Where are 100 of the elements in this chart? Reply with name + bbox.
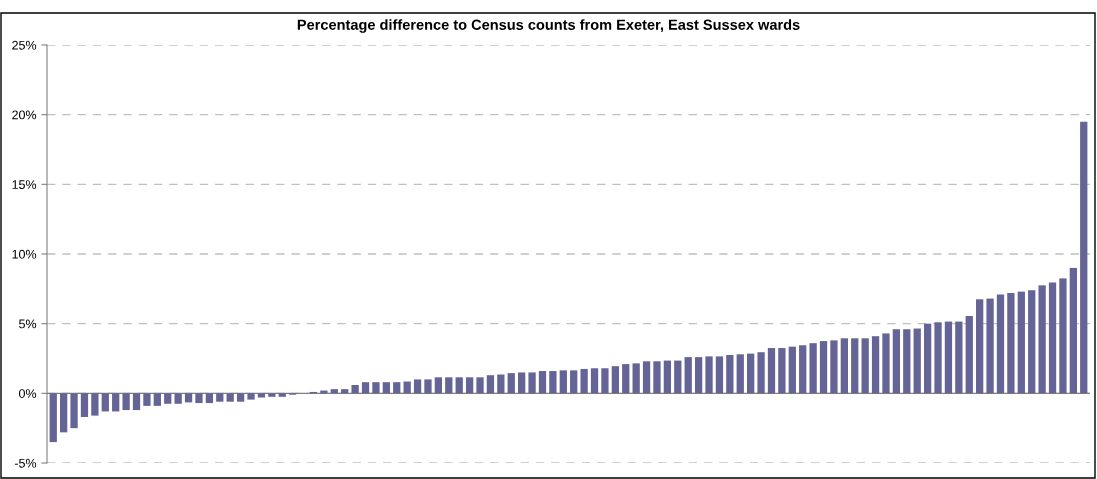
bar <box>70 393 78 429</box>
bar <box>549 371 557 394</box>
y-tick-label: 25% <box>12 40 37 50</box>
bar <box>91 393 99 416</box>
bar <box>663 360 672 394</box>
bar <box>632 363 640 394</box>
bar <box>1038 285 1046 394</box>
bar <box>351 384 359 394</box>
bar <box>413 379 422 394</box>
bar <box>653 361 661 394</box>
bar <box>580 368 588 394</box>
bar <box>455 377 463 394</box>
bar <box>497 374 505 394</box>
bar <box>1017 291 1025 394</box>
bar <box>830 340 838 394</box>
bar <box>80 393 89 418</box>
bar <box>164 393 172 404</box>
bar <box>976 299 984 394</box>
bar <box>382 382 390 394</box>
bar <box>101 393 109 412</box>
bar <box>788 346 796 394</box>
bar <box>882 333 890 394</box>
bar <box>476 377 484 394</box>
bar <box>944 321 953 394</box>
bar <box>424 379 432 394</box>
bar <box>538 371 547 394</box>
bar <box>434 377 443 394</box>
bar <box>996 294 1005 394</box>
bar <box>465 377 474 394</box>
bar <box>174 393 182 404</box>
bar <box>184 393 193 403</box>
bar <box>923 323 932 394</box>
bar <box>486 375 495 394</box>
bar <box>1048 282 1057 394</box>
bar <box>715 356 724 394</box>
bar <box>851 338 859 394</box>
bar <box>694 357 703 394</box>
bar <box>559 370 567 394</box>
bar <box>112 393 120 412</box>
bar <box>684 357 692 394</box>
bar <box>132 393 141 411</box>
bar <box>195 393 203 404</box>
bar <box>674 360 682 394</box>
bar <box>1028 290 1036 394</box>
bar <box>341 389 349 394</box>
bar <box>153 393 161 406</box>
bar <box>611 366 619 394</box>
bar <box>861 338 869 394</box>
bar <box>747 353 755 394</box>
bar <box>819 341 828 394</box>
bar <box>518 372 526 394</box>
bar <box>372 382 380 394</box>
chart-title: Percentage difference to Census counts from Exeter, East Sussex wards <box>297 19 800 33</box>
bar <box>122 393 130 411</box>
bar <box>736 354 744 394</box>
bar <box>257 393 266 398</box>
bar <box>1069 267 1077 394</box>
bar <box>570 370 578 394</box>
y-tick-label: 0% <box>19 389 37 398</box>
bar <box>726 355 734 394</box>
bar <box>247 393 255 400</box>
bar <box>642 361 651 394</box>
bar <box>236 393 245 402</box>
bar <box>393 382 401 394</box>
bar <box>49 393 57 443</box>
bar <box>892 329 901 394</box>
bar <box>528 372 536 394</box>
bar <box>278 393 286 397</box>
bar <box>216 393 224 402</box>
bar <box>757 352 765 394</box>
bar <box>986 298 994 394</box>
bar <box>226 393 234 402</box>
bar <box>445 377 453 394</box>
y-tick-label: 20% <box>12 110 37 120</box>
bar <box>840 338 848 394</box>
bar <box>1080 121 1088 394</box>
bar <box>934 322 942 394</box>
bar <box>60 393 68 433</box>
bar <box>268 393 276 397</box>
bar <box>601 368 609 394</box>
bar <box>622 364 630 394</box>
bar <box>590 368 599 394</box>
bar <box>403 381 411 394</box>
bar <box>913 328 921 394</box>
bar <box>507 373 515 394</box>
bar <box>778 348 786 394</box>
bar <box>705 356 713 394</box>
y-tick-label: -5% <box>14 458 37 468</box>
bar <box>143 393 151 406</box>
bar <box>1059 278 1067 394</box>
bar <box>955 321 963 394</box>
bar <box>361 382 370 394</box>
y-tick-label: 10% <box>12 249 37 259</box>
bar <box>799 345 807 394</box>
bar <box>767 348 776 394</box>
y-tick-label: 5% <box>19 319 37 329</box>
bar <box>903 329 911 394</box>
bar <box>809 343 817 394</box>
y-tick-label: 15% <box>12 180 37 189</box>
bar <box>205 393 214 404</box>
